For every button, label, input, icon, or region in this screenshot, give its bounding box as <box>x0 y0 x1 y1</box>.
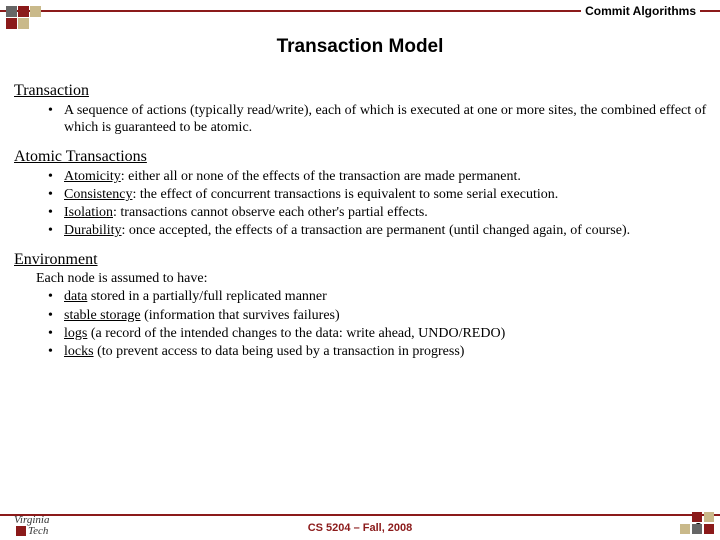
list-item: Durability: once accepted, the effects o… <box>48 222 708 239</box>
list-item-text: (a record of the intended changes to the… <box>87 326 505 341</box>
list-item-term: data <box>64 289 87 304</box>
section-head-transaction: Transaction <box>14 82 708 100</box>
deco-square <box>6 6 17 17</box>
list-item-text: : transactions cannot observe each other… <box>113 205 428 220</box>
list-item-term: Atomicity <box>64 169 121 184</box>
list-item-term: locks <box>64 344 94 359</box>
header-label: Commit Algorithms <box>581 4 700 18</box>
deco-square <box>680 524 690 534</box>
list-item-text: (to prevent access to data being used by… <box>94 344 465 359</box>
deco-square <box>18 6 29 17</box>
list-item: A sequence of actions (typically read/wr… <box>48 102 708 136</box>
list-item-text: (information that survives failures) <box>141 308 340 323</box>
list-atomic: Atomicity: either all or none of the eff… <box>14 168 708 239</box>
list-item-text: : either all or none of the effects of t… <box>121 169 521 184</box>
footer-center: CS 5204 – Fall, 2008 <box>0 522 720 534</box>
footer-rule <box>0 514 720 516</box>
slide-title: Transaction Model <box>0 36 720 58</box>
list-item-term: Durability <box>64 223 122 238</box>
deco-square <box>704 524 714 534</box>
list-item: data stored in a partially/full replicat… <box>48 288 708 305</box>
list-item: stable storage (information that survive… <box>48 307 708 324</box>
content-area: Transaction A sequence of actions (typic… <box>14 82 708 372</box>
deco-square <box>704 512 714 522</box>
list-item-term: logs <box>64 326 87 341</box>
deco-square <box>18 18 29 29</box>
list-item-term: Isolation <box>64 205 113 220</box>
deco-square <box>30 6 41 17</box>
list-item-term: stable storage <box>64 308 141 323</box>
list-item: Isolation: transactions cannot observe e… <box>48 204 708 221</box>
section-head-atomic: Atomic Transactions <box>14 148 708 166</box>
list-item: Consistency: the effect of concurrent tr… <box>48 186 708 203</box>
list-item: Atomicity: either all or none of the eff… <box>48 168 708 185</box>
list-environment: data stored in a partially/full replicat… <box>14 288 708 359</box>
section-head-environment: Environment <box>14 251 708 269</box>
footer: Virginia Tech CS 5204 – Fall, 2008 3 <box>0 510 720 540</box>
environment-intro: Each node is assumed to have: <box>14 271 708 287</box>
list-item-text: : once accepted, the effects of a transa… <box>122 223 631 238</box>
deco-square <box>692 512 702 522</box>
list-item: logs (a record of the intended changes t… <box>48 325 708 342</box>
list-item: locks (to prevent access to data being u… <box>48 343 708 360</box>
deco-square <box>6 18 17 29</box>
list-item-term: Consistency <box>64 187 132 202</box>
list-transaction: A sequence of actions (typically read/wr… <box>14 102 708 136</box>
deco-square <box>692 524 702 534</box>
list-item-text: : the effect of concurrent transactions … <box>132 187 558 202</box>
list-item-text: A sequence of actions (typically read/wr… <box>64 103 706 135</box>
header-decoration: Commit Algorithms <box>0 0 720 26</box>
list-item-text: stored in a partially/full replicated ma… <box>87 289 326 304</box>
